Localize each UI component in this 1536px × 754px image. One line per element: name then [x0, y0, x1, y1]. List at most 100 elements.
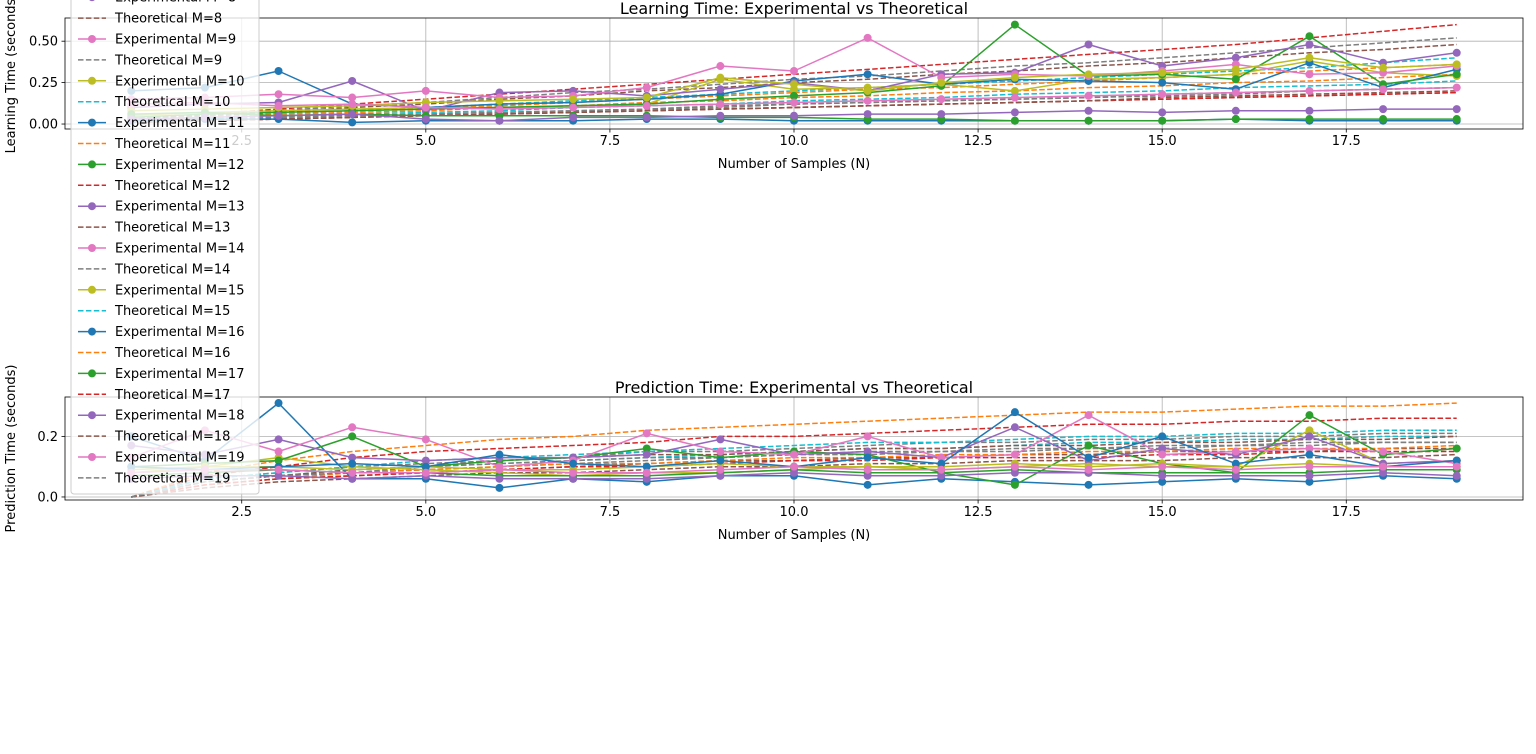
x-tick-label: 12.5	[964, 505, 993, 520]
data-point-experimental-m-19	[1305, 86, 1314, 95]
legend-swatch-marker	[88, 35, 96, 43]
y-tick-label: 0.50	[29, 35, 58, 50]
data-point-experimental-m-14	[790, 450, 798, 459]
data-point-experimental-m-11	[1084, 480, 1093, 489]
legend-label: Experimental M=9	[115, 33, 236, 48]
legend-label: Theoretical M=15	[114, 304, 230, 319]
legend-swatch-marker	[88, 327, 96, 336]
data-point-experimental-m-16	[642, 462, 651, 471]
data-point-experimental-m-18	[1231, 106, 1240, 115]
data-point-experimental-m-19	[790, 462, 798, 471]
legend-entry: Experimental M=11	[78, 116, 244, 131]
x-tick-label: 5.0	[415, 505, 436, 520]
data-point-experimental-m-16	[1158, 432, 1167, 441]
legend-entry: Theoretical M=9	[78, 53, 222, 68]
x-tick-label: 10.0	[780, 505, 809, 520]
data-point-experimental-m-18	[716, 471, 725, 480]
legend-label: Experimental M=14	[115, 242, 244, 257]
legend-label: Theoretical M=8	[114, 12, 222, 27]
legend-entry: Experimental M=16	[78, 325, 244, 340]
legend-swatch-marker	[88, 202, 96, 211]
data-point-experimental-m-11	[1305, 477, 1314, 486]
x-tick-label: 15.0	[1148, 505, 1177, 520]
data-point-experimental-m-18	[348, 474, 357, 483]
legend-swatch-marker	[88, 411, 96, 420]
data-point-experimental-m-18	[348, 110, 357, 119]
data-point-experimental-m-16	[937, 459, 946, 468]
data-point-experimental-m-14	[937, 453, 946, 462]
data-point-experimental-m-18	[1305, 471, 1314, 480]
data-point-experimental-m-14	[1305, 70, 1314, 79]
data-point-experimental-m-18	[937, 471, 946, 480]
legend-label: Experimental M=13	[115, 200, 244, 215]
chart-title: Learning Time: Experimental vs Theoretic…	[620, 0, 968, 18]
legend-entry: Theoretical M=8	[78, 12, 222, 27]
data-point-experimental-m-13	[348, 76, 357, 85]
data-point-experimental-m-14	[716, 62, 725, 71]
data-point-experimental-m-14	[1231, 447, 1240, 456]
data-point-experimental-m-18	[937, 110, 946, 119]
data-point-experimental-m-12	[1305, 32, 1314, 41]
data-point-experimental-m-13	[716, 435, 725, 444]
data-point-experimental-m-19	[1452, 83, 1461, 92]
data-point-experimental-m-13	[642, 450, 651, 459]
data-point-experimental-m-19	[348, 100, 357, 109]
data-point-experimental-m-19	[348, 468, 357, 477]
data-point-experimental-m-18	[1231, 471, 1240, 480]
legend-box	[70, 0, 260, 495]
data-point-experimental-m-14	[348, 93, 357, 102]
data-point-experimental-m-14	[348, 423, 357, 432]
legend-entry: Experimental M=19	[78, 451, 244, 466]
data-point-experimental-m-12	[1452, 444, 1461, 453]
data-point-experimental-m-15	[716, 73, 725, 82]
legend-entry: Theoretical M=13	[78, 221, 230, 236]
data-point-experimental-m-19	[1158, 462, 1167, 471]
data-point-experimental-m-19	[1231, 465, 1240, 474]
y-axis-label: Prediction Time (seconds)	[4, 365, 19, 533]
x-tick-label: 10.0	[780, 134, 809, 149]
legend-entry: Theoretical M=15	[78, 304, 230, 319]
legend-label: Experimental M=8	[115, 0, 236, 6]
legend-swatch-marker	[88, 118, 96, 127]
data-point-experimental-m-18	[790, 111, 798, 120]
legend-label: Theoretical M=14	[114, 262, 230, 277]
plot-area	[127, 399, 1461, 498]
y-axis-label: Learning Time (seconds)	[4, 0, 19, 153]
legend-swatch-marker	[88, 76, 96, 85]
x-tick-label: 7.5	[600, 505, 621, 520]
data-point-experimental-m-18	[642, 113, 651, 122]
data-point-experimental-m-14	[716, 447, 725, 456]
data-point-experimental-m-12	[1010, 20, 1019, 29]
prediction-time-chart: 2.5 5.0 7.5 10.0 12.5 15.0 17.5 0.0 0.2 Predictio…	[4, 365, 1524, 543]
data-point-experimental-m-11	[495, 483, 504, 492]
data-point-experimental-m-17	[1305, 115, 1314, 124]
data-point-experimental-m-19	[569, 468, 578, 477]
legend-label: Theoretical M=12	[114, 179, 230, 194]
data-point-experimental-m-19	[863, 465, 872, 474]
data-point-experimental-m-19	[716, 465, 725, 474]
legend-entry: Experimental M=17	[78, 367, 244, 382]
data-point-experimental-m-19	[495, 465, 504, 474]
legend-entry: Experimental M=15	[78, 283, 244, 298]
data-point-experimental-m-15	[1305, 53, 1314, 62]
data-point-experimental-m-13	[421, 456, 430, 465]
data-point-experimental-m-18	[790, 468, 798, 477]
data-point-experimental-m-18	[642, 474, 651, 483]
data-point-experimental-m-16	[863, 453, 872, 462]
legend-entry: Experimental M=13	[78, 200, 244, 215]
data-point-experimental-m-10	[1305, 426, 1314, 435]
data-point-experimental-m-18	[1379, 105, 1388, 114]
legend-entry: Theoretical M=19	[78, 471, 230, 486]
data-point-experimental-m-18	[495, 116, 504, 125]
legend-label: Experimental M=15	[115, 283, 244, 298]
data-point-experimental-m-13	[863, 447, 872, 456]
data-point-experimental-m-18	[1010, 108, 1019, 117]
legend-label: Experimental M=19	[115, 451, 244, 466]
data-point-experimental-m-17	[1158, 116, 1167, 125]
data-point-experimental-m-19	[716, 100, 725, 109]
data-point-experimental-m-19	[1452, 462, 1461, 471]
legend-entry: Theoretical M=11	[78, 137, 230, 152]
data-point-experimental-m-11	[1158, 78, 1167, 87]
data-point-experimental-m-15	[937, 78, 946, 87]
